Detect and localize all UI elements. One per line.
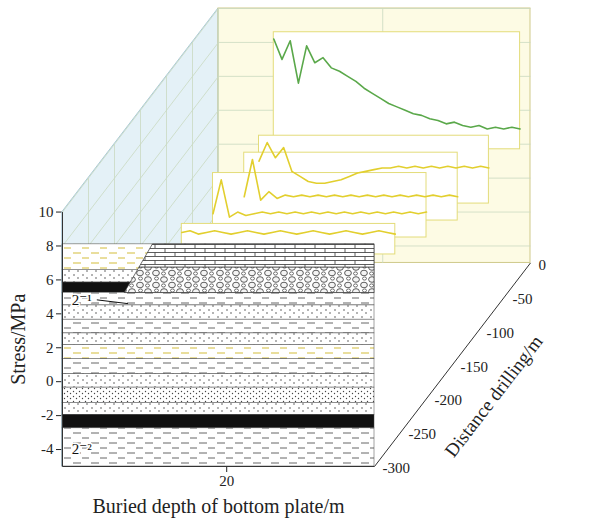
svg-text:4: 4 — [46, 306, 54, 322]
svg-text:Distance drilling/m: Distance drilling/m — [440, 331, 546, 461]
svg-text:-2: -2 — [41, 407, 54, 423]
svg-text:0: 0 — [46, 373, 54, 389]
svg-text:10: 10 — [39, 204, 54, 220]
svg-text:2⁻²: 2⁻² — [72, 440, 92, 456]
svg-text:Stress/MPa: Stress/MPa — [7, 294, 29, 385]
svg-text:-300: -300 — [383, 460, 411, 476]
svg-text:2⁻¹: 2⁻¹ — [72, 292, 92, 308]
svg-text:-250: -250 — [409, 426, 437, 442]
svg-text:20: 20 — [219, 473, 234, 489]
svg-text:0: 0 — [539, 257, 547, 273]
svg-text:Buried depth of bottom plate/m: Buried depth of bottom plate/m — [92, 495, 345, 518]
svg-text:-150: -150 — [461, 359, 489, 375]
svg-text:8: 8 — [46, 238, 54, 254]
svg-text:6: 6 — [46, 272, 54, 288]
svg-text:-4: -4 — [41, 441, 54, 457]
svg-text:-100: -100 — [487, 325, 515, 341]
svg-text:-200: -200 — [435, 392, 463, 408]
svg-text:-50: -50 — [513, 291, 533, 307]
svg-text:2: 2 — [46, 340, 54, 356]
